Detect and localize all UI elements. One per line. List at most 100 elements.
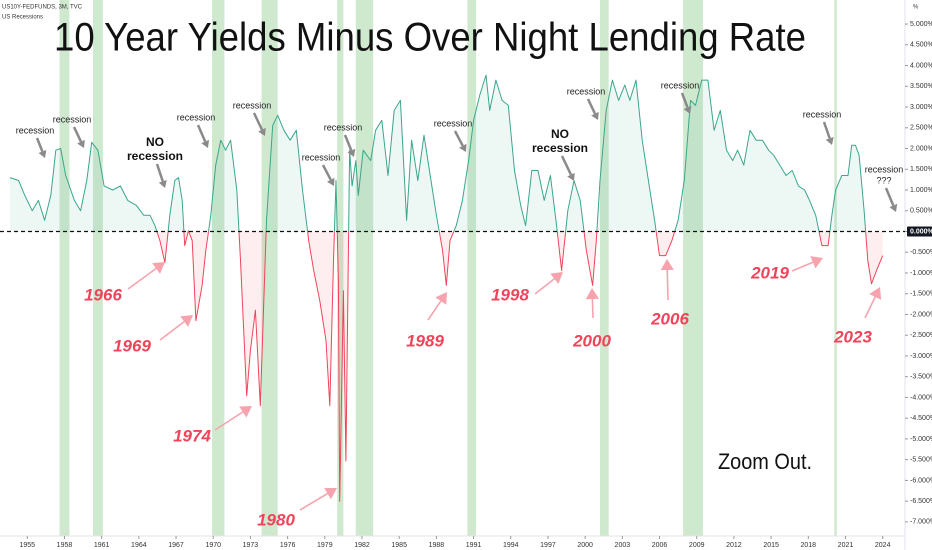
y-tick-label: -2.500% [910,332,932,339]
recession-note: recession [532,141,588,155]
recession-note: recession [233,100,272,110]
arrow-head [585,288,599,300]
arrow-head [660,259,674,271]
recession-note: recession [16,125,55,135]
x-tick-label: 1982 [354,542,370,549]
y-tick-label: 2.500% [910,125,932,132]
recession-note: recession [177,112,216,122]
y-tick-label: -1.000% [910,270,932,277]
recession-band [211,0,225,536]
x-tick-label: 1958 [57,542,73,549]
y-tick-label: 0.500% [910,208,932,215]
arrow-head [201,139,210,148]
recession-note: recession [865,164,904,174]
y-tick-label: -4.000% [910,394,932,401]
y-tick-label: 4.000% [910,62,932,69]
x-tick-label: 1997 [540,542,556,549]
y-tick-label: 1.500% [910,166,932,173]
arrow-shaft [534,278,555,295]
y-tick-label: 1.000% [910,187,932,194]
arrow-shaft [321,164,332,181]
inversion-label: 2023 [833,327,872,346]
y-tick-label: -0.500% [910,249,932,256]
recession-note: NO [146,135,164,149]
inversion-label: 1998 [491,285,529,304]
x-tick-label: 1964 [131,542,147,549]
y-axis-label: % [913,5,919,11]
arrow-shaft [72,126,83,143]
arrow-shaft [680,92,689,108]
symbol-label: US10Y-FEDFUNDS, 3M, TVC [2,5,83,11]
x-tick-label: 1991 [466,542,482,549]
arrow-head [152,262,165,274]
x-tick-label: 1973 [243,542,259,549]
recession-note: recession [127,149,183,163]
arrow-shaft [453,130,464,147]
arrow-head [327,177,335,186]
chart-title: 10 Year Yields Minus Over Night Lending … [54,16,806,60]
y-tick-label: 0.000% [910,228,932,235]
series-line [9,74,884,502]
x-tick-label: 1985 [391,542,407,549]
recession-note: NO [551,127,569,141]
arrow-head [567,172,575,181]
y-tick-label: 5.000% [910,21,932,28]
arrow-shaft [299,492,328,511]
arrow-shaft [252,112,264,131]
arrow-head [324,487,337,500]
arrow-head [77,139,85,148]
recession-note: recession [324,122,363,132]
x-tick-label: 1976 [280,542,296,549]
arrow-shaft [214,411,244,431]
arrow-shaft [822,121,831,139]
inversion-label: 1980 [257,510,295,529]
recession-note: ??? [876,175,891,185]
inversion-label: 1966 [84,285,122,304]
recession-note: recession [803,109,842,119]
recession-band [355,0,374,536]
arrow-head [347,148,356,157]
arrow-head [810,256,823,269]
x-tick-label: 2003 [615,542,631,549]
arrow-head [683,105,692,114]
recession-band [59,0,70,536]
y-tick-label: -3.000% [910,353,932,360]
arrow-head [158,180,167,188]
y-tick-label: 4.500% [910,42,932,49]
inversion-label: 2019 [750,263,789,282]
y-tick-label: 2.000% [910,145,932,152]
arrow-head [38,149,47,158]
arrow-shaft [155,163,164,182]
inversion-label: 1989 [406,331,444,350]
arrow-head [591,111,599,120]
y-tick-label: -4.500% [910,415,932,422]
x-tick-label: 2015 [763,542,779,549]
recession-note: recession [661,80,700,90]
y-tick-label: -6.000% [910,477,932,484]
y-tick-label: 3.000% [910,104,932,111]
recession-band [834,0,837,536]
recession-band [600,0,609,536]
recession-note: recession [434,118,473,128]
arrow-shaft [884,187,895,207]
x-tick-label: 2009 [689,542,705,549]
recession-note: recession [302,152,341,162]
arrow-shaft [586,98,597,115]
arrow-head [825,137,834,145]
arrow-head [459,143,467,152]
arrow-shaft [159,321,185,341]
x-tick-label: 1988 [429,542,445,549]
x-tick-label: 2012 [726,542,742,549]
recession-note: recession [53,114,92,124]
side-note: Zoom Out. [718,449,812,474]
arrow-shaft [791,261,814,272]
y-tick-label: -3.500% [910,374,932,381]
recession-note: recession [567,86,606,96]
arrow-shaft [864,296,876,319]
arrow-shaft [127,267,157,290]
x-tick-label: 1955 [19,542,35,549]
y-tick-label: -5.500% [910,457,932,464]
arrow-head [258,127,266,136]
arrow-shaft [343,134,353,151]
